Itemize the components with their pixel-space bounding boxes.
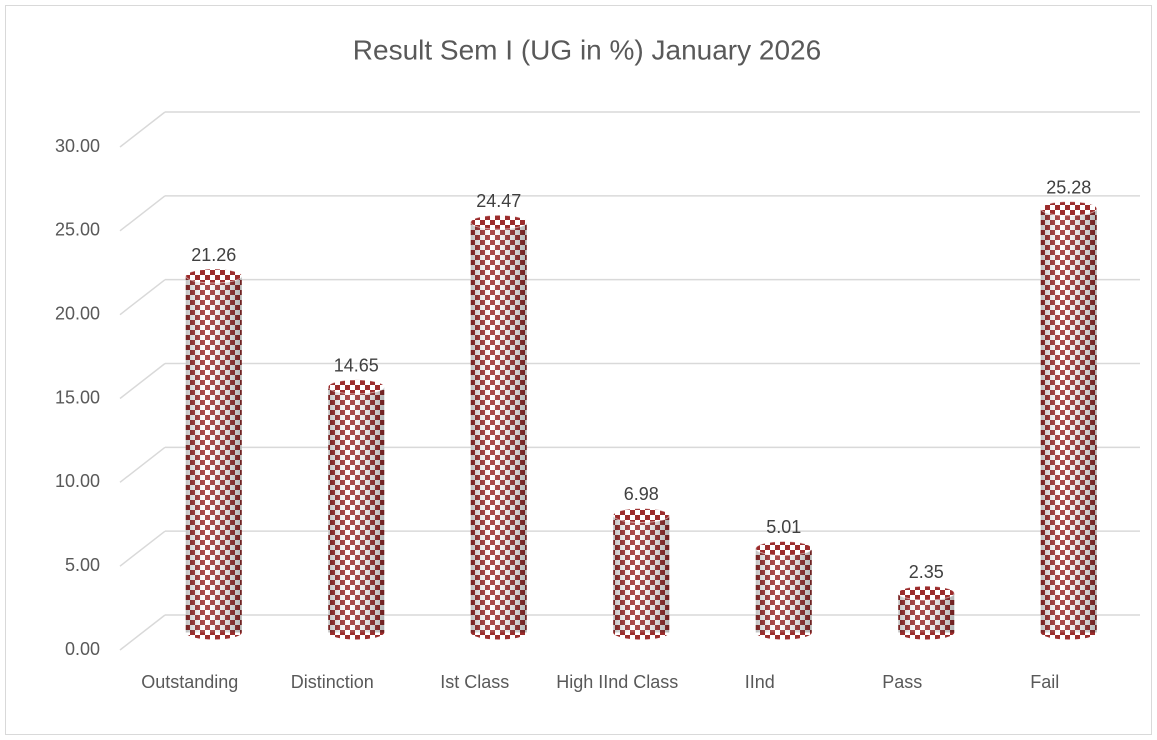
data-label: 2.35	[909, 562, 944, 582]
data-label: 25.28	[1046, 177, 1091, 197]
cylinder-top	[612, 507, 670, 523]
grid-line-side	[119, 279, 166, 316]
bar-shade	[328, 386, 385, 633]
y-tick-label: 25.00	[55, 220, 100, 240]
cylinder-top	[1040, 201, 1098, 217]
bar-shade	[1040, 208, 1097, 633]
chart-title: Result Sem I (UG in %) January 2026	[353, 34, 821, 65]
cylinder	[755, 540, 813, 640]
data-label: 24.47	[476, 191, 521, 211]
cylinder	[327, 379, 385, 640]
cylinder	[470, 214, 528, 640]
chart-frame	[5, 5, 1152, 735]
x-tick-label: Fail	[1030, 672, 1060, 692]
cylinder-top	[755, 540, 813, 556]
bar-shade	[185, 276, 242, 633]
grid-line-side	[119, 195, 166, 232]
y-tick-label: 20.00	[55, 303, 100, 323]
cylinder-top	[327, 379, 385, 395]
x-tick-label: Pass	[882, 672, 923, 692]
grid-line-side	[119, 614, 166, 651]
data-label: 6.98	[624, 484, 659, 504]
y-tick-label: 15.00	[55, 387, 100, 407]
cylinder-top	[897, 585, 955, 601]
y-tick-label: 30.00	[55, 136, 100, 156]
cylinder	[897, 585, 955, 640]
grid-line-side	[119, 446, 166, 483]
x-tick-label: Distinction	[290, 672, 374, 692]
data-label: 14.65	[334, 356, 379, 376]
cylinder	[1040, 201, 1098, 640]
x-tick-label: IInd	[744, 672, 775, 692]
data-label: 21.26	[191, 245, 236, 265]
grid-line-side	[119, 111, 166, 148]
x-tick-label: Outstanding	[141, 672, 239, 692]
y-tick-label: 0.00	[65, 639, 100, 659]
cylinder-top	[185, 268, 243, 284]
bar-shade	[755, 548, 812, 633]
x-tick-label: Ist Class	[440, 672, 510, 692]
x-tick-label: High IInd Class	[556, 672, 679, 692]
grid-line-side	[119, 362, 166, 400]
data-label: 5.01	[766, 517, 801, 537]
bar-shade	[613, 515, 670, 633]
y-tick-label: 10.00	[55, 471, 100, 491]
bar-shade	[470, 222, 527, 633]
y-tick-label: 5.00	[65, 555, 100, 575]
grid-line-side	[119, 530, 166, 567]
cylinder	[185, 268, 243, 640]
cylinder-top	[470, 214, 528, 230]
cylinder	[612, 507, 670, 640]
